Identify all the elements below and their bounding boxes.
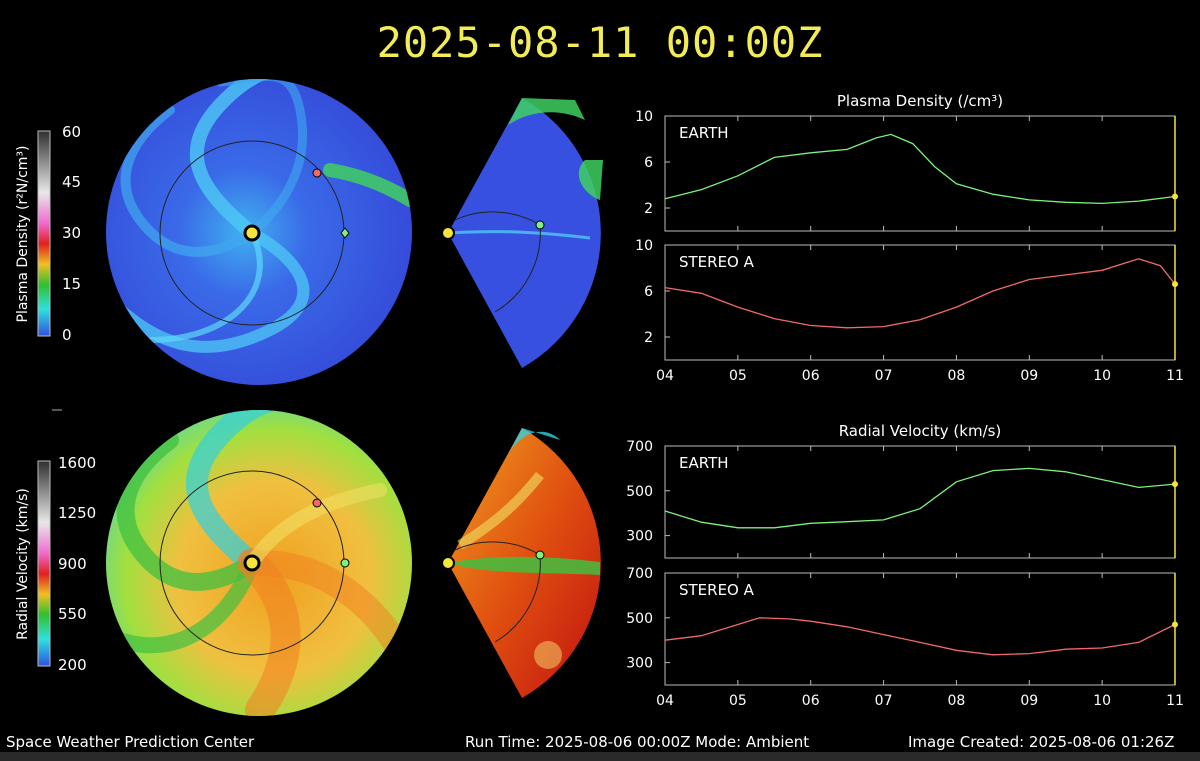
density-colorbar-ticks: 60 45 30 15 0 [62, 123, 81, 344]
sun-marker [243, 224, 261, 242]
x-tick-label: 08 [948, 368, 966, 384]
y-tick-label: 500 [626, 611, 653, 627]
stereo-a-marker [312, 168, 322, 178]
earth-marker [340, 227, 350, 239]
x-tick-label: 08 [948, 693, 966, 709]
panel-label: EARTH [679, 124, 729, 142]
x-tick-label: 04 [656, 693, 674, 709]
velocity-tick-0: 1600 [58, 454, 96, 472]
chart-frame [664, 445, 1176, 559]
density-tick-1: 45 [62, 173, 81, 191]
footer-run-time: Run Time: 2025-08-06 00:00Z Mode: Ambien… [465, 733, 810, 751]
density-tick-4: 0 [62, 326, 72, 344]
density-ecliptic-disk [106, 79, 412, 385]
velocity-colorbar-label: Radial Velocity (km/s) [15, 488, 31, 640]
x-tick-label: 05 [729, 693, 747, 709]
sun-marker-vel [243, 554, 261, 572]
x-tick-label: 04 [656, 368, 674, 384]
panel-label: EARTH [679, 454, 729, 472]
velocity-meridional-wedge [441, 428, 601, 698]
series-line-earth [664, 467, 1176, 529]
wedge-earth-marker-vel [535, 550, 545, 560]
velocity-bottom-markers [243, 498, 350, 572]
x-tick-label: 06 [802, 368, 820, 384]
density-chart-title: Plasma Density (/cm³) [837, 92, 1003, 110]
y-tick-label: 500 [626, 484, 653, 500]
x-tick-label: 07 [875, 368, 893, 384]
chart-panel-3: 04 05 06 07 08 09 10 11 700 500 300 STEREO A [626, 566, 1184, 709]
bottom-bar [0, 752, 1200, 761]
velocity-ecliptic-disk [106, 410, 412, 716]
x-tick-label: 11 [1166, 693, 1184, 709]
density-colorbar-label: Plasma Density (r²N/cm³) [15, 146, 31, 323]
panel-label: STEREO A [679, 253, 755, 271]
page-title: 2025-08-11 00:00Z [376, 18, 824, 67]
y-tick-label: 700 [626, 566, 653, 582]
velocity-colorbar-ticks: 1600 1250 900 550 200 [58, 454, 96, 674]
x-tick-label: 10 [1093, 693, 1111, 709]
time-series-charts: 10 6 2 EARTH 04 05 06 07 08 09 10 11 10 6 2 STEREO A 700… [626, 109, 1184, 709]
wedge-sun-marker-vel [441, 556, 455, 570]
footer-org: Space Weather Prediction Center [6, 733, 255, 751]
earth-marker-vel [340, 558, 350, 568]
x-tick-label: 07 [875, 693, 893, 709]
x-tick-label: 09 [1020, 368, 1038, 384]
y-tick-label: 700 [626, 439, 653, 455]
density-tick-2: 30 [62, 224, 81, 242]
footer-image-created: Image Created: 2025-08-06 01:26Z [908, 733, 1175, 751]
x-tick-label: 11 [1166, 368, 1184, 384]
x-tick-label: 05 [729, 368, 747, 384]
velocity-tick-2: 900 [58, 555, 87, 573]
velocity-chart-title: Radial Velocity (km/s) [839, 422, 1002, 440]
chart-panel-2: 700 500 300 EARTH [626, 439, 1178, 559]
density-tick-3: 15 [62, 275, 81, 293]
density-tick-0: 60 [62, 123, 81, 141]
stereo-a-marker-vel [312, 498, 322, 508]
y-tick-label: 2 [644, 330, 653, 346]
x-tick-label: 06 [802, 693, 820, 709]
velocity-tick-1: 1250 [58, 504, 96, 522]
velocity-tick-4: 200 [58, 656, 87, 674]
wedge-sun-marker [441, 226, 455, 240]
y-tick-label: 10 [635, 109, 653, 125]
x-tick-label: 10 [1093, 368, 1111, 384]
series-line-earth [664, 133, 1176, 205]
y-tick-label: 300 [626, 656, 653, 672]
y-tick-label: 10 [635, 238, 653, 254]
series-line-stereo-a [664, 258, 1176, 329]
velocity-colorbar [37, 460, 51, 667]
y-tick-label: 300 [626, 529, 653, 545]
wedge-earth-marker [535, 220, 545, 230]
chart-panel-1: 04 05 06 07 08 09 10 11 10 6 2 STEREO A [635, 238, 1184, 384]
series-line-stereo-a [664, 617, 1176, 656]
y-tick-label: 6 [644, 284, 653, 300]
density-top-markers [243, 168, 350, 242]
velocity-tick-3: 550 [58, 605, 87, 623]
density-colorbar [37, 130, 51, 337]
x-tick-label: 09 [1020, 693, 1038, 709]
y-tick-label: 6 [644, 155, 653, 171]
panel-label: STEREO A [679, 581, 755, 599]
y-tick-label: 2 [644, 201, 653, 217]
density-meridional-wedge [441, 98, 603, 368]
chart-panel-0: 10 6 2 EARTH [635, 109, 1178, 232]
